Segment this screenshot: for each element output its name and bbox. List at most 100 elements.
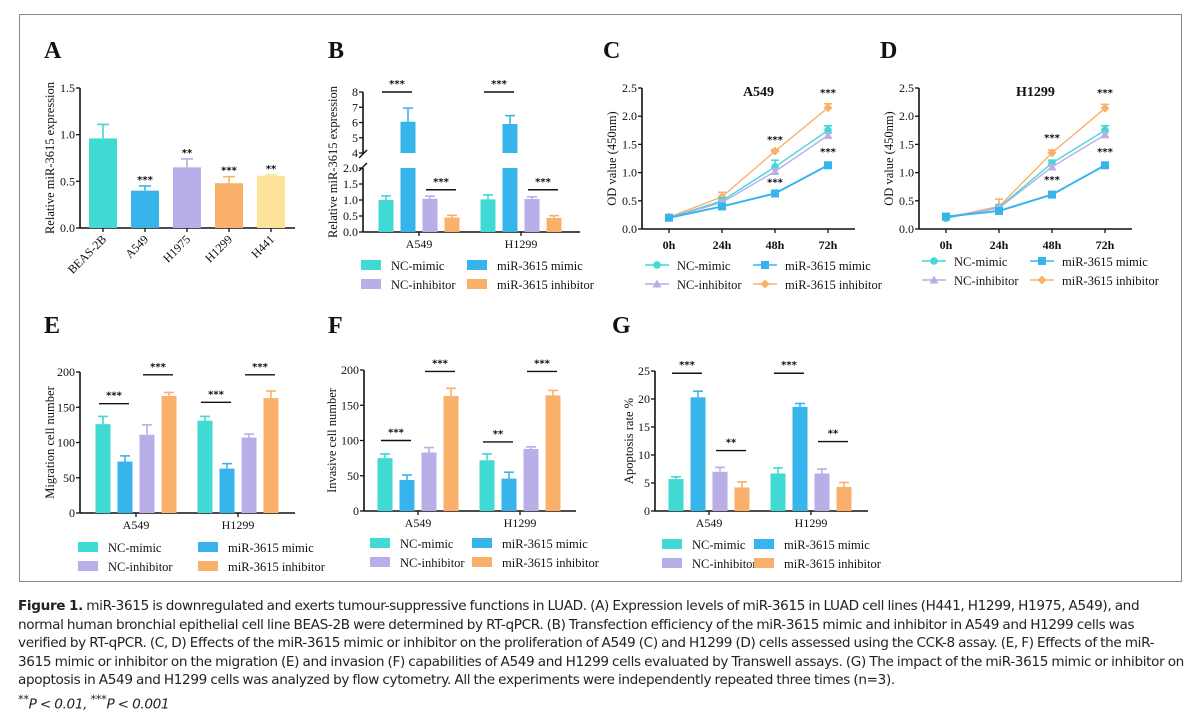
y-tick-label: 1.5	[343, 177, 358, 191]
bar	[836, 486, 852, 511]
series-line	[668, 129, 829, 219]
legend-label: NC-mimic	[677, 259, 731, 273]
panel-letter: B	[328, 38, 344, 64]
bar	[480, 199, 496, 232]
y-tick-label: 2.5	[622, 81, 637, 95]
significance-label: ***	[767, 135, 783, 146]
y-tick-label: 2.0	[622, 109, 637, 123]
y-axis-title: Relative miR-3615 expression	[43, 81, 57, 234]
y-tick-label: 25	[638, 364, 650, 378]
significance-label: ***	[534, 358, 550, 369]
panel-letter: F	[328, 313, 343, 339]
bar	[161, 395, 177, 513]
y-axis-title: OD value (450nm)	[882, 111, 896, 205]
data-point	[1100, 103, 1110, 113]
bar	[219, 468, 235, 513]
bar	[95, 424, 111, 513]
y-tick-label: 7	[352, 100, 358, 114]
x-tick-label: H1299	[795, 516, 828, 530]
bar	[257, 175, 285, 228]
significance-label: ***	[535, 177, 551, 188]
significance-label: ***	[221, 166, 237, 177]
significance-label: **	[493, 429, 504, 440]
data-point	[824, 126, 832, 135]
figure-caption: Figure 1. miR-3615 is downregulated and …	[18, 597, 1184, 714]
legend-marker	[653, 261, 661, 269]
bar	[523, 448, 539, 511]
significance-label: **	[266, 164, 277, 175]
bar	[139, 434, 155, 513]
figure-panels: A 0.0 0.5 1.0 1.5 Relative miR-3615 expressio…	[43, 38, 1160, 574]
data-point	[824, 161, 832, 170]
bar	[546, 217, 562, 232]
x-tick-label: 72h	[819, 238, 838, 252]
x-tick-label: A549	[405, 516, 432, 530]
legend-swatch	[662, 558, 682, 568]
legend-marker	[760, 279, 770, 289]
sig-stars-2: ***	[90, 691, 107, 706]
significance-label: ***	[252, 362, 268, 373]
bar-lower-segment	[400, 168, 416, 232]
x-tick-label: A549	[122, 232, 151, 261]
legend-label: miR-3615 inhibitor	[502, 556, 600, 570]
significance-label: ***	[208, 389, 224, 400]
bar	[712, 471, 728, 511]
y-tick-label: 0.5	[60, 174, 75, 188]
bar	[524, 199, 540, 232]
bar	[173, 167, 201, 228]
legend-label: miR-3615 mimic	[784, 538, 870, 552]
panel-letter: A	[44, 38, 62, 64]
y-tick-label: 0.5	[899, 194, 914, 208]
series-line	[945, 107, 1106, 219]
bar	[668, 479, 684, 511]
y-tick-label: 200	[57, 365, 75, 379]
legend-swatch	[467, 260, 487, 270]
legend-label: miR-3615 inhibitor	[228, 560, 326, 574]
bar	[421, 452, 437, 511]
bar	[422, 198, 438, 232]
y-tick-label: 5	[352, 131, 358, 145]
sig-stars-1: **	[18, 691, 29, 706]
x-tick-label: BEAS-2B	[65, 232, 109, 276]
legend-label: NC-inhibitor	[692, 557, 757, 571]
y-tick-label: 0	[69, 506, 75, 520]
bar	[89, 138, 117, 228]
bar	[131, 190, 159, 228]
data-point	[823, 130, 833, 139]
bar	[377, 458, 393, 511]
series-line	[668, 164, 829, 219]
y-tick-label: 0.5	[622, 194, 637, 208]
legend-swatch	[370, 538, 390, 548]
y-tick-label: 50	[63, 471, 75, 485]
bar	[197, 420, 213, 513]
y-tick-label: 15	[638, 420, 650, 434]
figure-frame	[19, 14, 1182, 582]
y-tick-label: 6	[352, 116, 358, 130]
data-point	[718, 202, 726, 211]
data-point	[770, 166, 780, 175]
significance-label: ***	[389, 79, 405, 90]
x-tick-label: 0h	[663, 238, 676, 252]
legend-label: NC-mimic	[692, 538, 746, 552]
significance-label: ***	[137, 175, 153, 186]
y-tick-label: 0.0	[343, 225, 358, 239]
significance-label: ***	[1097, 88, 1113, 99]
significance-label: ***	[781, 360, 797, 371]
legend-swatch	[198, 542, 218, 552]
significance-label: **	[182, 148, 193, 159]
legend-label: NC-inhibitor	[391, 278, 456, 292]
y-tick-label: 200	[341, 363, 359, 377]
legend-marker	[930, 257, 938, 265]
sig-text-2: P < 0.001	[106, 696, 170, 713]
legend-label: NC-mimic	[391, 259, 445, 273]
sig-text-1: P < 0.01,	[28, 696, 91, 713]
significance-label: **	[828, 429, 839, 440]
y-tick-label: 1.0	[60, 128, 75, 142]
legend-label: miR-3615 mimic	[228, 541, 314, 555]
series-line	[945, 134, 1106, 218]
legend-marker	[652, 279, 662, 288]
legend-label: miR-3615 mimic	[497, 259, 583, 273]
